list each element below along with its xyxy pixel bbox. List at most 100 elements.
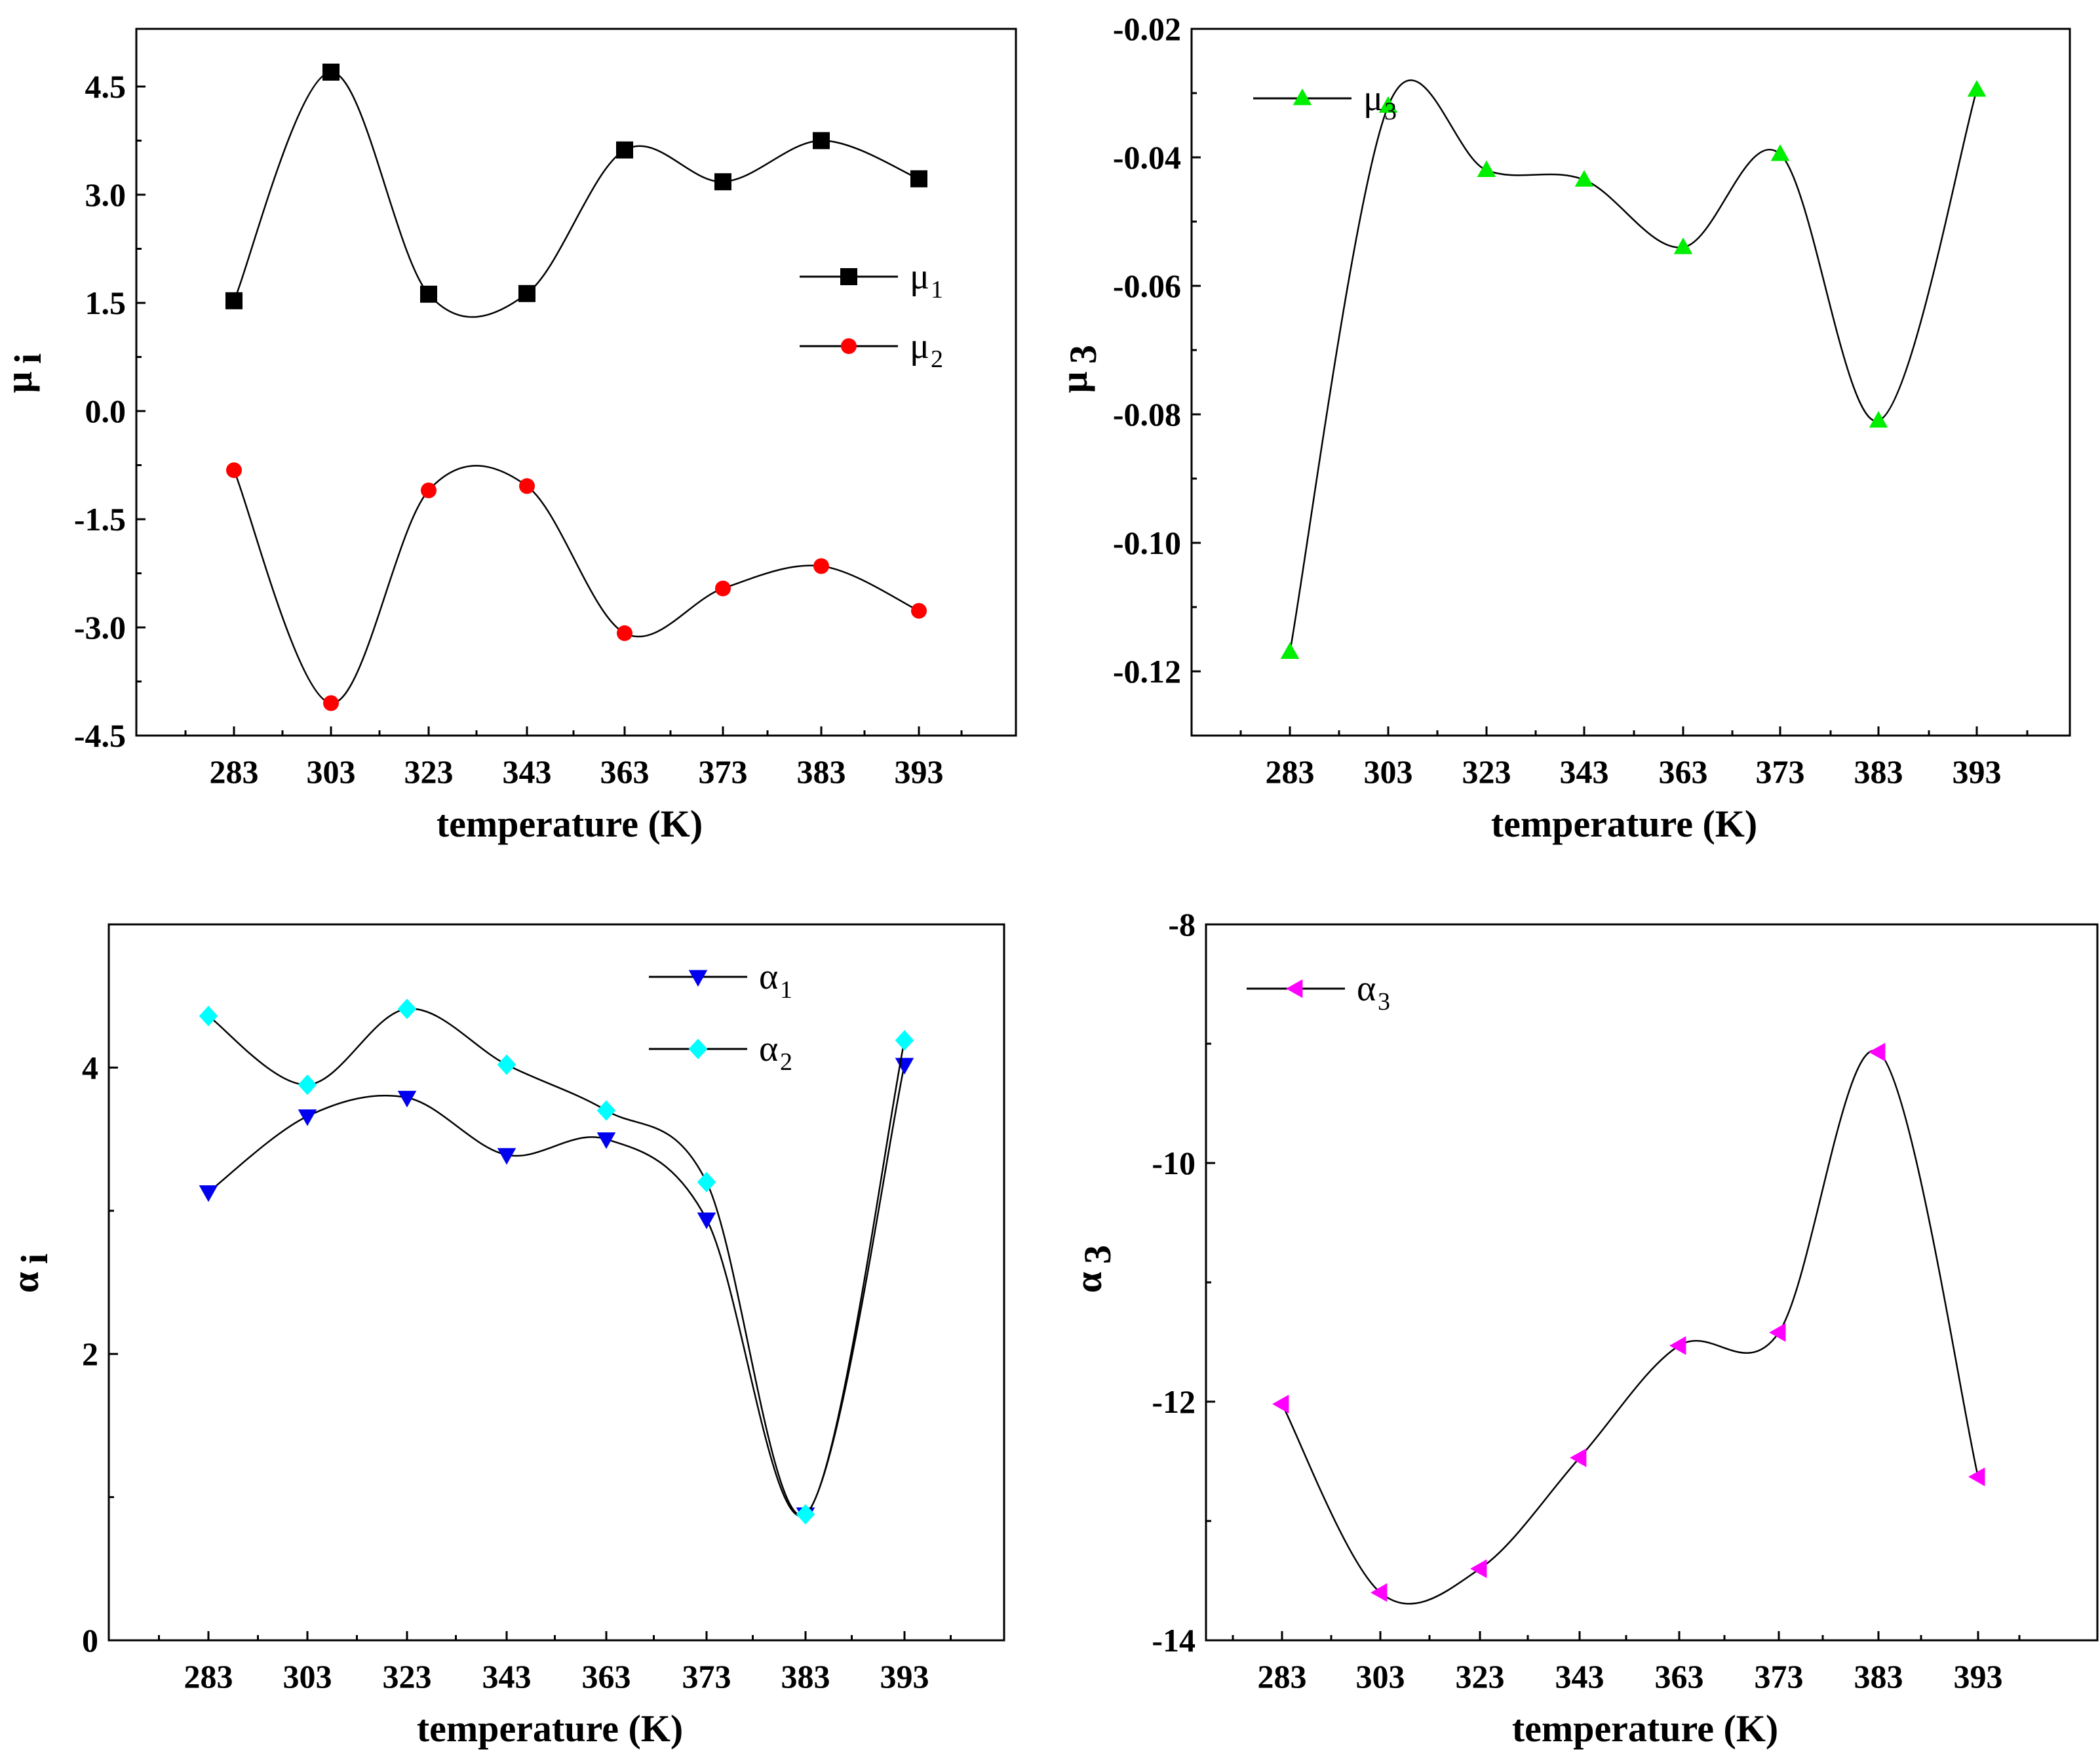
y-tick-label: 1.5 (85, 285, 126, 321)
y-tick-label: -0.06 (1113, 267, 1181, 304)
data-point (1371, 1583, 1388, 1602)
series-line-μ2 (233, 465, 920, 704)
x-tick-label: 343 (1555, 1658, 1604, 1695)
y-axis-symbol: α (1067, 1272, 1110, 1293)
y-tick-label: -0.10 (1113, 524, 1181, 561)
y-tick-label: 3.0 (85, 176, 126, 213)
x-axis-title: temperature (K) (1512, 1707, 1778, 1750)
legend-label: α (1357, 968, 1376, 1009)
data-point (715, 580, 731, 597)
data-point (910, 170, 927, 188)
y-axis-symbol: μ (0, 371, 40, 393)
data-point (714, 173, 731, 191)
x-tick-label: 363 (600, 753, 650, 790)
y-tick-label: -4.5 (74, 717, 126, 754)
data-point (518, 285, 535, 302)
x-tick-label: 283 (184, 1658, 233, 1695)
plot-frame (135, 28, 1017, 737)
x-tick-label: 323 (404, 753, 454, 790)
legend-marker (840, 268, 857, 285)
x-tick-label: 343 (503, 753, 552, 790)
y-tick-label: 2 (82, 1335, 98, 1372)
x-tick-label: 343 (1560, 753, 1609, 790)
y-axis-title: α3 (1067, 1245, 1119, 1293)
data-point (1280, 642, 1300, 659)
y-axis-title: αi (4, 1254, 56, 1293)
x-tick-label: 373 (682, 1658, 731, 1695)
data-point (420, 285, 437, 303)
legend-subscript: 3 (1384, 98, 1397, 125)
x-tick-label: 283 (1266, 753, 1315, 790)
y-tick-label: -0.12 (1113, 653, 1181, 690)
data-point (497, 1054, 516, 1075)
legend-label: α (759, 957, 778, 997)
data-point (796, 1504, 815, 1525)
chart-svg: -8 -10 -12 -14 283 303 323 343 363 373 383 393 tempe… (1067, 906, 2099, 1750)
y-tick-label: -10 (1152, 1145, 1196, 1181)
series-line-μ3 (1289, 79, 1978, 652)
data-point (1869, 1042, 1886, 1062)
data-point (1673, 237, 1693, 254)
x-tick-label: 283 (210, 753, 259, 790)
x-tick-label: 323 (383, 1658, 432, 1695)
legend-label: μ (910, 256, 929, 297)
chart-svg: -0.02 -0.04 -0.06 -0.08 -0.10 -0.12 283 303 323 3… (1053, 10, 2071, 845)
data-point (323, 695, 339, 711)
data-point (911, 602, 927, 619)
x-tick-label: 393 (895, 753, 944, 790)
x-tick-label: 363 (582, 1658, 631, 1695)
y-tick-label: 4.5 (85, 68, 126, 105)
legend-label: μ (1363, 78, 1383, 119)
data-point (1669, 1336, 1686, 1355)
y-axis-title: μi (0, 353, 49, 393)
data-point (596, 1132, 616, 1149)
data-point (813, 132, 830, 149)
series-line-α2 (208, 1008, 906, 1517)
x-tick-label: 393 (1953, 753, 2002, 790)
legend-marker (688, 970, 708, 987)
legend-subscript: 1 (780, 976, 792, 1004)
y-tick-label: 4 (82, 1049, 98, 1086)
legend-label: α (759, 1029, 778, 1069)
data-point (199, 1185, 218, 1202)
plot-frame (1190, 28, 2071, 737)
x-tick-label: 323 (1462, 753, 1511, 790)
data-point (1477, 160, 1496, 177)
data-point (1968, 1467, 1985, 1486)
y-axis-subscript: i (7, 353, 49, 364)
data-point (322, 64, 340, 81)
data-point (298, 1075, 317, 1096)
x-tick-label: 383 (1854, 1658, 1903, 1695)
y-axis-subscript: 3 (1076, 1245, 1119, 1264)
legend-subscript: 1 (931, 276, 943, 304)
x-tick-label: 323 (1456, 1658, 1505, 1695)
legend-marker (1293, 89, 1312, 106)
data-point (199, 1006, 218, 1027)
series-line-α1 (208, 1064, 906, 1517)
legend-subscript: 3 (1378, 988, 1390, 1016)
legend-marker (841, 338, 857, 354)
chart-alpha-3: -8 -10 -12 -14 283 303 323 343 363 373 383 393 tempe… (1050, 878, 2100, 1757)
legend-marker (688, 1038, 708, 1059)
x-tick-label: 383 (797, 753, 846, 790)
chart-svg: 4.5 3.0 1.5 0.0 -1.5 -3.0 -4.5 283 303 323 343 363 3… (0, 28, 1017, 845)
y-tick-label: -3.0 (74, 609, 126, 646)
data-point (1967, 80, 1987, 97)
data-point (697, 1172, 716, 1193)
legend-subscript: 2 (780, 1048, 792, 1076)
x-tick-label: 383 (1854, 753, 1903, 790)
chart-mu-i: 4.5 3.0 1.5 0.0 -1.5 -3.0 -4.5 283 303 323 343 363 3… (0, 0, 1050, 878)
x-axis-title: temperature (K) (1491, 802, 1757, 845)
y-tick-label: -8 (1168, 906, 1196, 943)
y-tick-label: -0.02 (1113, 10, 1181, 47)
chart-mu-3: -0.02 -0.04 -0.06 -0.08 -0.10 -0.12 283 303 323 3… (1050, 0, 2100, 878)
legend-label: μ (910, 326, 929, 366)
data-point (397, 1090, 417, 1108)
x-tick-label: 383 (781, 1658, 830, 1695)
data-point (1470, 1559, 1487, 1579)
y-axis-subscript: 3 (1062, 345, 1104, 364)
